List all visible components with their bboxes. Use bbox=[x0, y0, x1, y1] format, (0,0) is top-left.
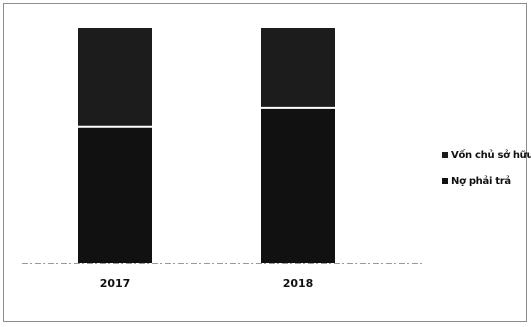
legend: Vốn chủ sở hữu Nợ phải trả bbox=[442, 148, 531, 200]
legend-swatch-von-chu-so-huu bbox=[442, 152, 448, 158]
bar-segment-2018-no-phai-tra bbox=[261, 107, 335, 264]
legend-item-von-chu-so-huu: Vốn chủ sở hữu bbox=[442, 148, 531, 162]
x-tick-label-2018: 2018 bbox=[283, 277, 314, 290]
legend-swatch-no-phai-tra bbox=[442, 178, 448, 184]
x-tick-label-2017: 2017 bbox=[100, 277, 131, 290]
bar-segment-2017-von-chu-so-huu bbox=[78, 28, 152, 127]
legend-label-no-phai-tra: Nợ phải trả bbox=[451, 175, 511, 187]
legend-item-no-phai-tra: Nợ phải trả bbox=[442, 174, 531, 188]
bar-segment-2017-no-phai-tra bbox=[78, 126, 152, 263]
bar-segment-2018-von-chu-so-huu bbox=[261, 28, 335, 108]
legend-label-von-chu-so-huu: Vốn chủ sở hữu bbox=[451, 149, 531, 161]
